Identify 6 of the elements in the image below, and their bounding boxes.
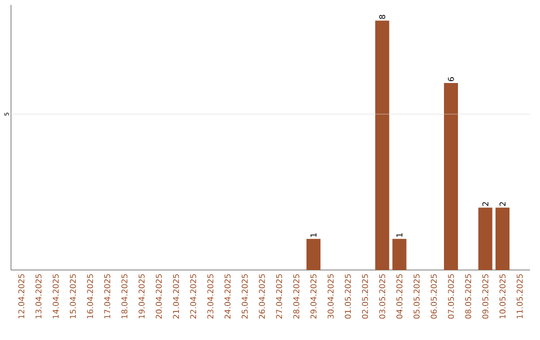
bar bbox=[478, 208, 492, 270]
bar bbox=[306, 238, 320, 270]
bar bbox=[392, 238, 406, 270]
bar bbox=[375, 20, 390, 270]
bar bbox=[496, 208, 510, 270]
bar bbox=[444, 82, 458, 270]
